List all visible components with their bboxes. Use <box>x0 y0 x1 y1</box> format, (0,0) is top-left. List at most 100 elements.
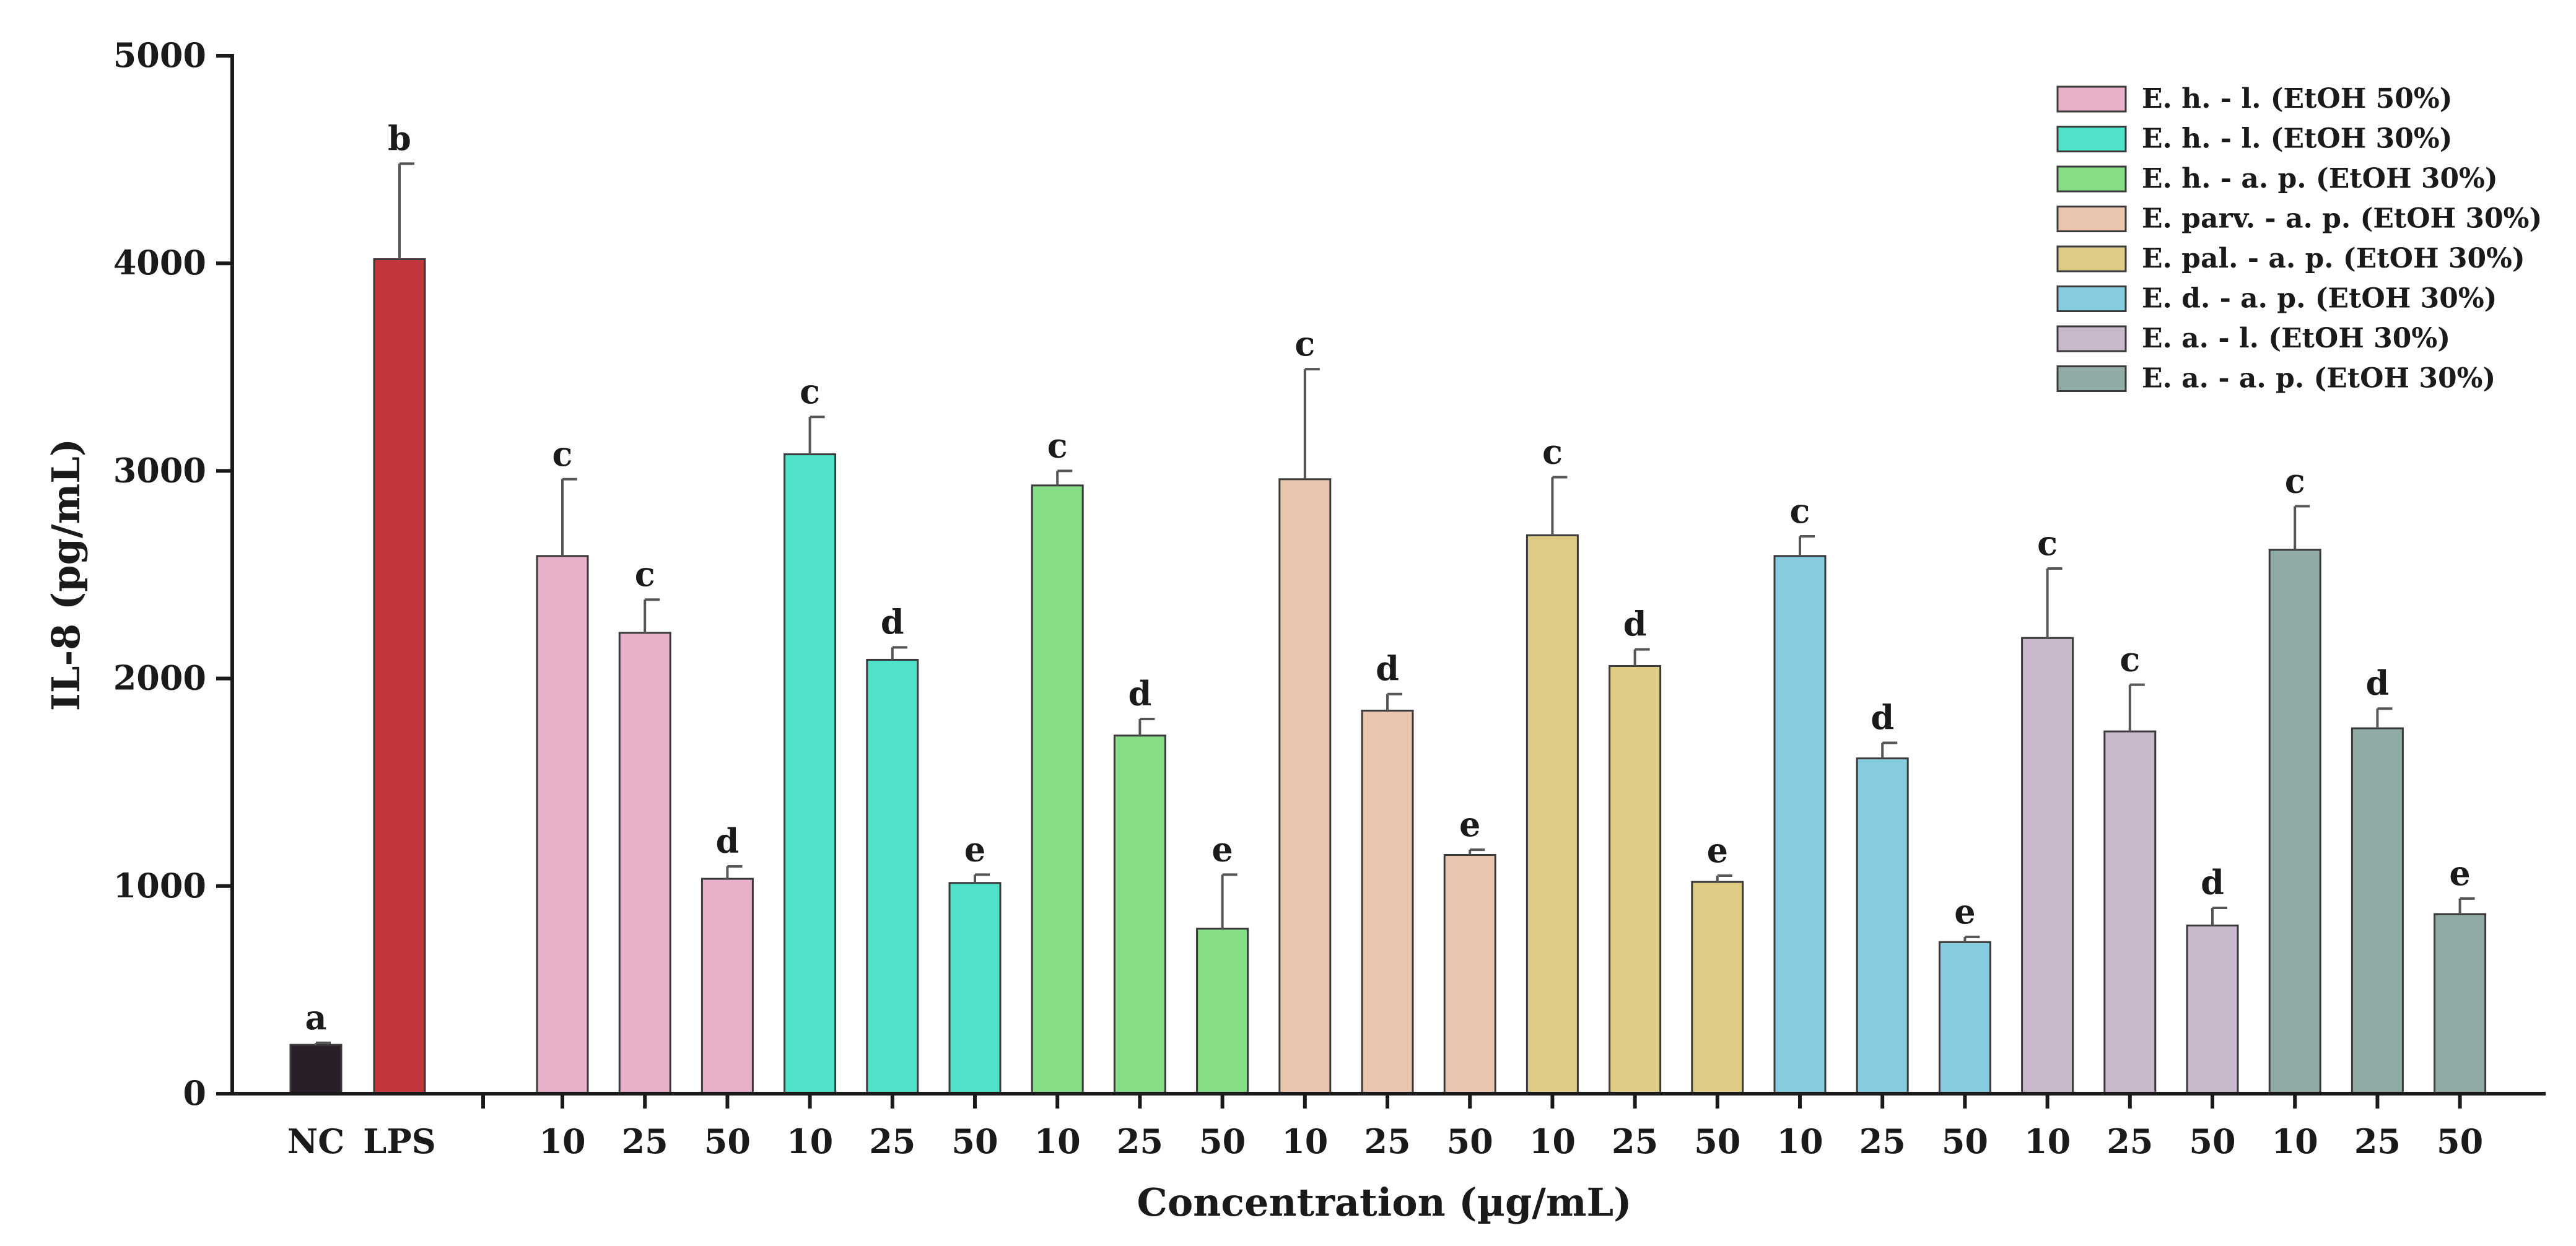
y-axis-ticks: 0 1000 2000 3000 4000 5000 <box>113 35 232 1113</box>
significance-label: e <box>964 829 985 869</box>
x-tick-label: 25 <box>1117 1122 1163 1161</box>
significance-label: c <box>552 434 573 474</box>
significance-label: d <box>1871 698 1894 738</box>
x-tick-label: 50 <box>1942 1122 1988 1161</box>
significance-label: e <box>1212 829 1233 869</box>
bar <box>2434 913 2487 1095</box>
legend-swatch <box>2056 285 2127 312</box>
legend-swatch <box>2056 126 2127 152</box>
legend-swatch <box>2056 165 2127 193</box>
legend-swatch <box>2056 85 2127 113</box>
significance-label: a <box>305 998 327 1037</box>
bar <box>1691 881 1744 1095</box>
significance-labels: a b c c d c d e c d e c d e c d e c d e c c d c d e <box>305 118 2471 1037</box>
x-tick-label: 25 <box>869 1122 915 1161</box>
y-tick-label: 1000 <box>113 866 206 905</box>
bar <box>2268 549 2321 1095</box>
legend-label: E. d. - a. p. (EtOH 30%) <box>2142 283 2497 315</box>
bar <box>1031 484 1084 1095</box>
legend-label: E. pal. - a. p. (EtOH 30%) <box>2142 243 2525 274</box>
significance-label: c <box>1790 491 1810 531</box>
x-tick-label: 50 <box>1694 1122 1740 1161</box>
significance-label: d <box>1376 649 1399 689</box>
bar <box>1113 734 1166 1095</box>
bar <box>948 882 1002 1095</box>
significance-label: e <box>2449 853 2470 893</box>
bar <box>536 555 589 1095</box>
bar <box>2351 727 2404 1095</box>
legend: E. h. - l. (EtOH 50%) E. h. - l. (EtOH 30… <box>2056 83 2542 394</box>
y-tick-label: 3000 <box>113 450 206 490</box>
bar <box>1443 854 1496 1095</box>
x-tick-label: 25 <box>1859 1122 1906 1161</box>
bar <box>2021 637 2074 1095</box>
x-tick-label: 10 <box>1034 1122 1081 1161</box>
legend-swatch <box>2056 206 2127 232</box>
bar <box>289 1043 343 1095</box>
significance-label: d <box>1623 604 1647 644</box>
significance-label: c <box>2285 461 2305 500</box>
x-tick-label: 10 <box>1529 1122 1576 1161</box>
bar <box>1856 757 1909 1095</box>
x-tick-label: NC <box>287 1122 344 1161</box>
significance-label: d <box>2366 663 2390 703</box>
significance-label: e <box>1459 804 1480 844</box>
y-tick-label: 2000 <box>113 658 206 698</box>
significance-label: c <box>2120 640 2140 679</box>
legend-swatch <box>2056 365 2127 392</box>
x-tick-label: LPS <box>363 1122 436 1161</box>
significance-label: c <box>1295 324 1315 364</box>
bar <box>2186 924 2239 1095</box>
error-bars <box>315 162 2475 1045</box>
significance-label: c <box>1542 432 1563 471</box>
bar <box>1278 478 1332 1095</box>
legend-label: E. h. - l. (EtOH 50%) <box>2142 83 2453 115</box>
x-tick-label: 10 <box>2024 1122 2071 1161</box>
bar <box>1609 664 1662 1095</box>
y-axis-title: IL-8 (pg/mL) <box>43 438 89 711</box>
x-tick-label: 50 <box>2437 1122 2483 1161</box>
bar <box>373 258 426 1095</box>
significance-label: c <box>800 372 820 411</box>
legend-label: E. h. - a. p. (EtOH 30%) <box>2142 163 2498 194</box>
y-tick-label: 0 <box>183 1073 206 1113</box>
significance-label: c <box>2037 523 2058 563</box>
x-tick-label: 25 <box>622 1122 668 1161</box>
x-tick-label: 10 <box>539 1122 585 1161</box>
bar <box>1361 710 1414 1095</box>
x-tick-label: 25 <box>1612 1122 1658 1161</box>
bar <box>618 632 671 1095</box>
x-tick-label: 10 <box>1776 1122 1823 1161</box>
bar <box>1938 941 1991 1095</box>
bar <box>866 658 919 1095</box>
x-tick-label: 10 <box>1281 1122 1328 1161</box>
legend-swatch <box>2056 325 2127 352</box>
significance-label: d <box>881 602 904 642</box>
bar <box>784 453 837 1095</box>
legend-label: E. parv. - a. p. (EtOH 30%) <box>2142 203 2542 235</box>
x-axis-title: Concentration (µg/mL) <box>1137 1180 1632 1225</box>
significance-label: c <box>1047 425 1068 465</box>
significance-label: d <box>2201 863 2224 902</box>
significance-label: d <box>716 821 740 861</box>
legend-label: E. a. - l. (EtOH 30%) <box>2142 323 2450 354</box>
x-tick-label: 25 <box>2107 1122 2153 1161</box>
x-tick-label: 50 <box>2189 1122 2235 1161</box>
y-tick-label: 5000 <box>113 35 206 75</box>
significance-label: c <box>635 554 655 594</box>
x-axis-ticks: NC LPS 10 25 50 10 25 50 10 25 50 10 25 50 10 25 50 10 25 5… <box>287 1094 2483 1161</box>
significance-label: d <box>1129 674 1152 713</box>
bar <box>1196 928 1249 1095</box>
x-tick-label: 50 <box>704 1122 751 1161</box>
x-tick-label: 50 <box>1199 1122 1246 1161</box>
x-tick-label: 10 <box>787 1122 833 1161</box>
legend-swatch <box>2056 245 2127 272</box>
legend-label: E. a. - a. p. (EtOH 30%) <box>2142 363 2495 394</box>
significance-label: b <box>388 118 411 158</box>
bar <box>701 878 754 1095</box>
y-tick-label: 4000 <box>113 243 206 282</box>
x-tick-label: 10 <box>2272 1122 2318 1161</box>
x-tick-label: 50 <box>1447 1122 1493 1161</box>
x-tick-label: 25 <box>1364 1122 1410 1161</box>
